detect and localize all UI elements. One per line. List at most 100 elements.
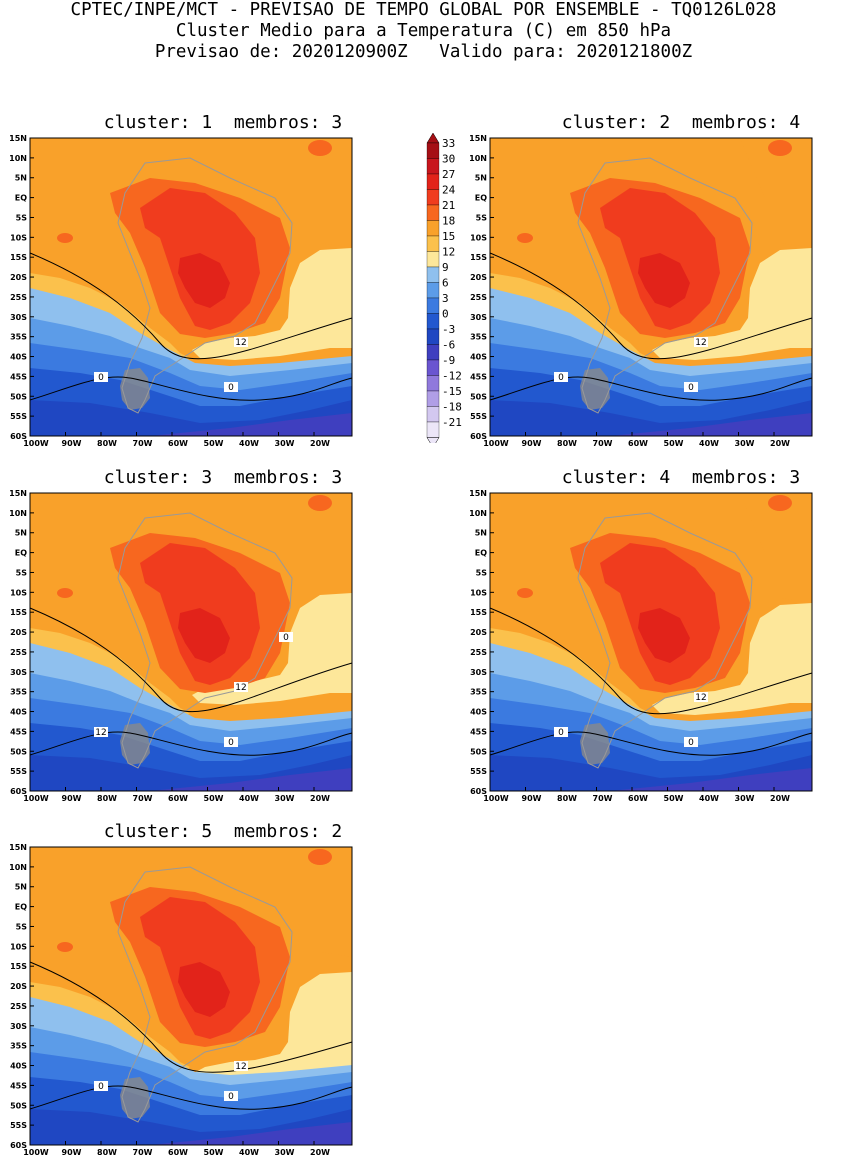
warm-spot-pacific: [517, 588, 533, 598]
lat-label: 45S: [470, 727, 487, 736]
panel-title-cluster-2: cluster: 2 membros: 4: [561, 112, 801, 133]
lon-label: 50W: [204, 439, 224, 448]
lon-label: 40W: [699, 439, 719, 448]
lat-label: 35S: [470, 333, 487, 342]
lon-label: 100W: [23, 794, 49, 803]
colorbar-label: 30: [442, 153, 455, 166]
lat-label: 45S: [10, 372, 27, 381]
coastline: [117, 512, 293, 769]
contour-label: 12: [95, 728, 106, 738]
lat-label: 50S: [10, 1101, 27, 1110]
lon-label: 20W: [310, 1148, 330, 1157]
colorbar-swatch: [426, 313, 440, 330]
contour-12: [489, 607, 813, 715]
colorbar-label: -12: [442, 370, 462, 383]
warm-spot-pacific: [517, 233, 533, 243]
colorbar-swatch: [426, 282, 440, 299]
contour-label-bg: [554, 727, 568, 737]
contour-label: 12: [235, 338, 246, 348]
lat-label: 40S: [470, 353, 487, 362]
map-cluster-3: 12 12 0 0 15N 10N 5N EQ 5S 10S 15S 20S 25S 30S 35S 40S 4…: [9, 489, 353, 803]
subtitle-dates: Previsao de: 2020120900Z Valido para: 20…: [154, 42, 693, 62]
lat-label: EQ: [15, 903, 27, 912]
lon-label: 30W: [275, 439, 295, 448]
lon-label: 30W: [735, 794, 755, 803]
contour-label-bg: [694, 692, 708, 702]
lat-label: 40S: [10, 708, 27, 717]
lon-label: 60W: [168, 1148, 188, 1157]
contour-label-bg: [94, 1081, 108, 1091]
lat-label: 10S: [470, 588, 487, 597]
coastline: [577, 512, 753, 769]
temp-band-27-30: [638, 608, 690, 663]
lat-label: 5S: [476, 568, 488, 577]
lat-label: 5S: [16, 568, 28, 577]
lon-label: 20W: [770, 439, 790, 448]
lon-label: 40W: [239, 794, 259, 803]
lat-label: 40S: [10, 1062, 27, 1071]
contour-0: [29, 731, 353, 756]
lat-label: 25S: [10, 1002, 27, 1011]
coastline: [117, 157, 293, 414]
lon-label: 100W: [483, 794, 509, 803]
lat-label: EQ: [475, 194, 487, 203]
lon-label: 50W: [664, 794, 684, 803]
lat-label: 60S: [10, 1141, 27, 1150]
colorbar-swatch: [426, 406, 440, 423]
lat-label: 55S: [10, 767, 27, 776]
coastline: [577, 157, 753, 414]
colorbar-label: -9: [442, 354, 455, 367]
colorbar-bottom-arrow: [426, 437, 440, 448]
colorbar-label: 27: [442, 168, 455, 181]
temp-band-9-12: [652, 603, 812, 715]
lat-label: 10S: [10, 588, 27, 597]
colorbar-swatch: [426, 173, 440, 190]
lat-label: 55S: [10, 412, 27, 421]
lat-label: 25S: [10, 293, 27, 302]
map-frame: [489, 492, 813, 792]
colorbar-swatch: [426, 142, 440, 159]
contour-label-bg: [234, 1061, 248, 1071]
lat-label: 10S: [470, 233, 487, 242]
warm-spot-pacific: [57, 588, 73, 598]
lat-label: 30S: [470, 313, 487, 322]
lon-label: 70W: [133, 1148, 153, 1157]
lon-label: 60W: [168, 439, 188, 448]
map-frame: [489, 137, 813, 437]
lat-label: 40S: [470, 708, 487, 717]
temp-band-9-12: [192, 972, 352, 1084]
colorbar-swatch: [426, 266, 440, 283]
contour-label-bg: [224, 382, 238, 392]
lat-label: 15S: [10, 253, 27, 262]
contour-label: 12: [235, 1062, 246, 1072]
lat-label: 10N: [9, 863, 27, 872]
lat-label: 15N: [9, 489, 27, 498]
colorbar-label: 3: [442, 292, 449, 305]
lon-label: 40W: [239, 1148, 259, 1157]
lat-label: 50S: [470, 747, 487, 756]
colorbar-swatch: [426, 359, 440, 376]
temp-band-cold-5: [610, 413, 812, 436]
subtitle-variable: Cluster Medio para a Temperatura (C) em …: [175, 21, 672, 41]
map-cluster-5: 12 0 0 15N 10N 5N EQ 5S 10S 15S 20S 25S 30S 35S 40S 45S…: [9, 843, 353, 1157]
colorbar-label: -21: [442, 416, 462, 429]
warm-spot-northeast: [308, 849, 332, 865]
colorbar-swatch: [426, 421, 440, 438]
map-frame: [29, 492, 353, 792]
map-panel-cluster-5: 12 0 0 15N 10N 5N EQ 5S 10S 15S 20S 25S 30S 35S 40S 45S…: [9, 843, 353, 1157]
colorbar-swatch: [426, 189, 440, 206]
coastline: [117, 866, 293, 1123]
lat-label: 35S: [10, 1042, 27, 1051]
lon-label: 90W: [522, 439, 542, 448]
temp-band-cold-5: [610, 768, 812, 791]
lat-label: 60S: [470, 432, 487, 441]
lon-label: 20W: [310, 794, 330, 803]
map-frame: [29, 137, 353, 437]
lat-label: 20S: [470, 628, 487, 637]
map-frame: [29, 846, 353, 1146]
lon-label: 40W: [239, 439, 259, 448]
colorbar-label: 0: [442, 308, 449, 321]
contour-label: 0: [228, 738, 234, 748]
colorbar-swatch: [426, 297, 440, 314]
lat-label: EQ: [15, 549, 27, 558]
